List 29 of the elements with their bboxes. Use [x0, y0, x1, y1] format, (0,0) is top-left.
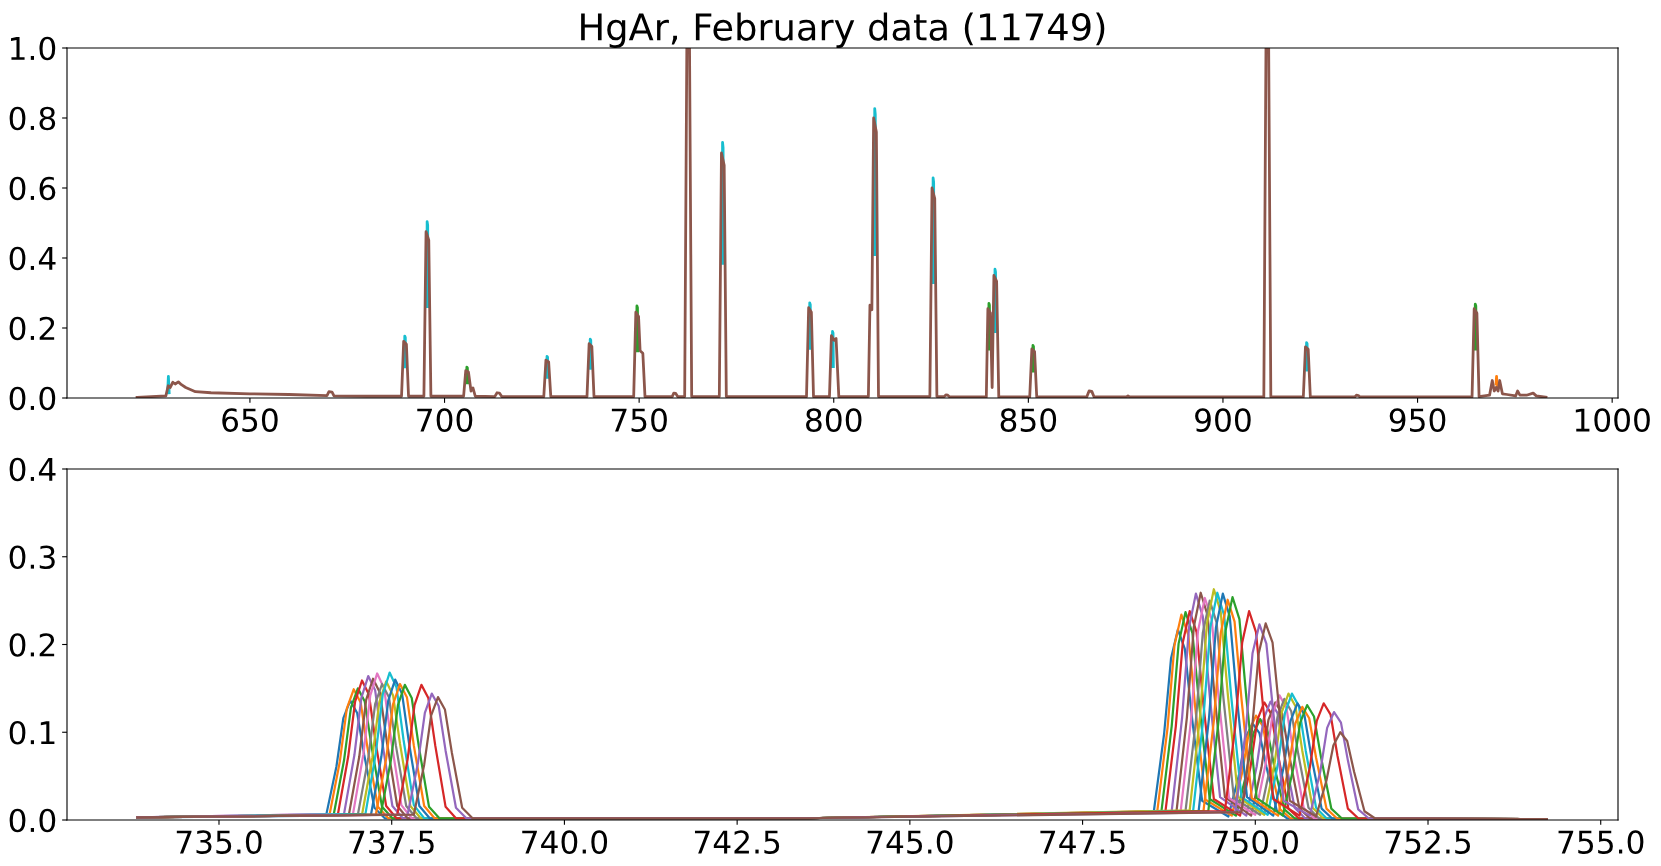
x-tick-label: 740.0 — [522, 830, 608, 854]
x-tick-label: 850 — [1000, 408, 1057, 432]
y-tick-label: 1.0 — [11, 36, 56, 61]
x-tick-label: 750 — [611, 408, 667, 432]
y-tick-label: 0.2 — [9, 633, 55, 657]
y-tick-label: 0.6 — [9, 176, 56, 201]
y-tick-label: 0.0 — [9, 808, 56, 833]
x-tick-label: 735.0 — [176, 830, 262, 854]
x-tick-label: 737.5 — [349, 830, 434, 854]
x-tick-label: 950 — [1389, 408, 1446, 432]
x-tick-label: 1000 — [1575, 408, 1650, 432]
y-tick-label: 0.2 — [9, 316, 55, 341]
x-tick-label: 742.5 — [694, 830, 780, 854]
x-tick-label: 752.5 — [1385, 830, 1471, 854]
y-tick-label: 0.3 — [9, 545, 55, 570]
y-tick-label: 0.1 — [9, 720, 55, 745]
x-tick-label: 747.5 — [1040, 830, 1125, 854]
y-tick-label: 0.8 — [9, 106, 56, 131]
x-tick-label: 750.0 — [1213, 830, 1298, 854]
x-tick-label: 745.0 — [867, 830, 953, 854]
x-tick-label: 900 — [1195, 408, 1251, 432]
x-tick-label: 700 — [417, 408, 473, 432]
x-tick-label: 800 — [806, 408, 862, 432]
x-tick-label: 755.0 — [1558, 830, 1644, 854]
chart-title: HgAr, February data (11749) — [581, 12, 1105, 48]
y-tick-label: 0.4 — [9, 457, 56, 482]
y-tick-label: 0.4 — [9, 246, 56, 271]
y-tick-label: 0.0 — [9, 386, 56, 411]
x-tick-label: 650 — [222, 408, 278, 432]
